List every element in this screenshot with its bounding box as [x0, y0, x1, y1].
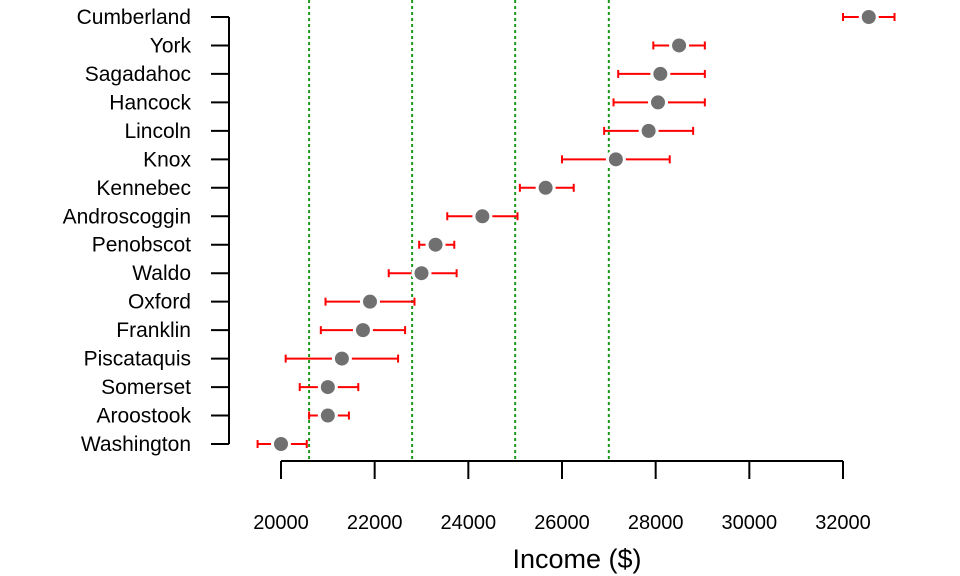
y-tick-label: Washington: [81, 433, 191, 456]
data-point: [362, 294, 377, 309]
data-point: [334, 351, 349, 366]
x-tick-label: 32000: [815, 512, 871, 534]
y-tick-label: Somerset: [101, 376, 191, 399]
data-point: [320, 380, 335, 395]
y-tick-label: Androscoggin: [63, 205, 191, 228]
y-tick-label: Cumberland: [77, 6, 191, 29]
y-tick-label: Oxford: [128, 291, 191, 314]
data-point: [641, 123, 656, 138]
y-tick-label: Hancock: [109, 91, 191, 114]
error-bars: [256, 13, 896, 448]
reference-lines: [308, 0, 610, 461]
y-tick-label: York: [150, 34, 192, 57]
data-point: [653, 66, 668, 81]
data-point: [475, 209, 490, 224]
data-point: [428, 237, 443, 252]
data-point: [538, 180, 553, 195]
y-tick-label: Aroostook: [96, 405, 191, 428]
data-point: [274, 437, 288, 451]
data-point: [672, 38, 687, 53]
data-point: [320, 408, 335, 423]
y-tick-label: Franklin: [116, 319, 191, 342]
y-tick-label: Kennebec: [96, 177, 191, 200]
x-tick-label: 22000: [347, 512, 403, 534]
data-point: [608, 152, 623, 167]
x-tick-label: 20000: [253, 512, 309, 534]
data-point: [861, 10, 876, 24]
y-tick-label: Waldo: [132, 262, 191, 285]
x-tick-label: 24000: [441, 512, 497, 534]
x-tick-label: 28000: [628, 512, 684, 534]
y-tick-label: Knox: [143, 148, 191, 171]
data-points: [271, 7, 879, 454]
x-axis-title: Income ($): [512, 544, 641, 574]
data-point: [355, 323, 370, 338]
y-tick-label: Penobscot: [92, 234, 191, 257]
y-tick-label: Sagadahoc: [85, 63, 191, 86]
x-tick-label: 26000: [534, 512, 590, 534]
y-tick-label: Piscataquis: [84, 348, 191, 371]
x-axis: 20000 22000 24000 26000 28000 30000 32000: [253, 460, 871, 534]
y-axis: Washington Aroostook Somerset Piscataquis Fr…: [63, 6, 230, 456]
x-tick-label: 30000: [722, 512, 778, 534]
data-point: [414, 266, 429, 281]
y-tick-label: Lincoln: [124, 120, 191, 143]
data-point: [651, 95, 666, 110]
